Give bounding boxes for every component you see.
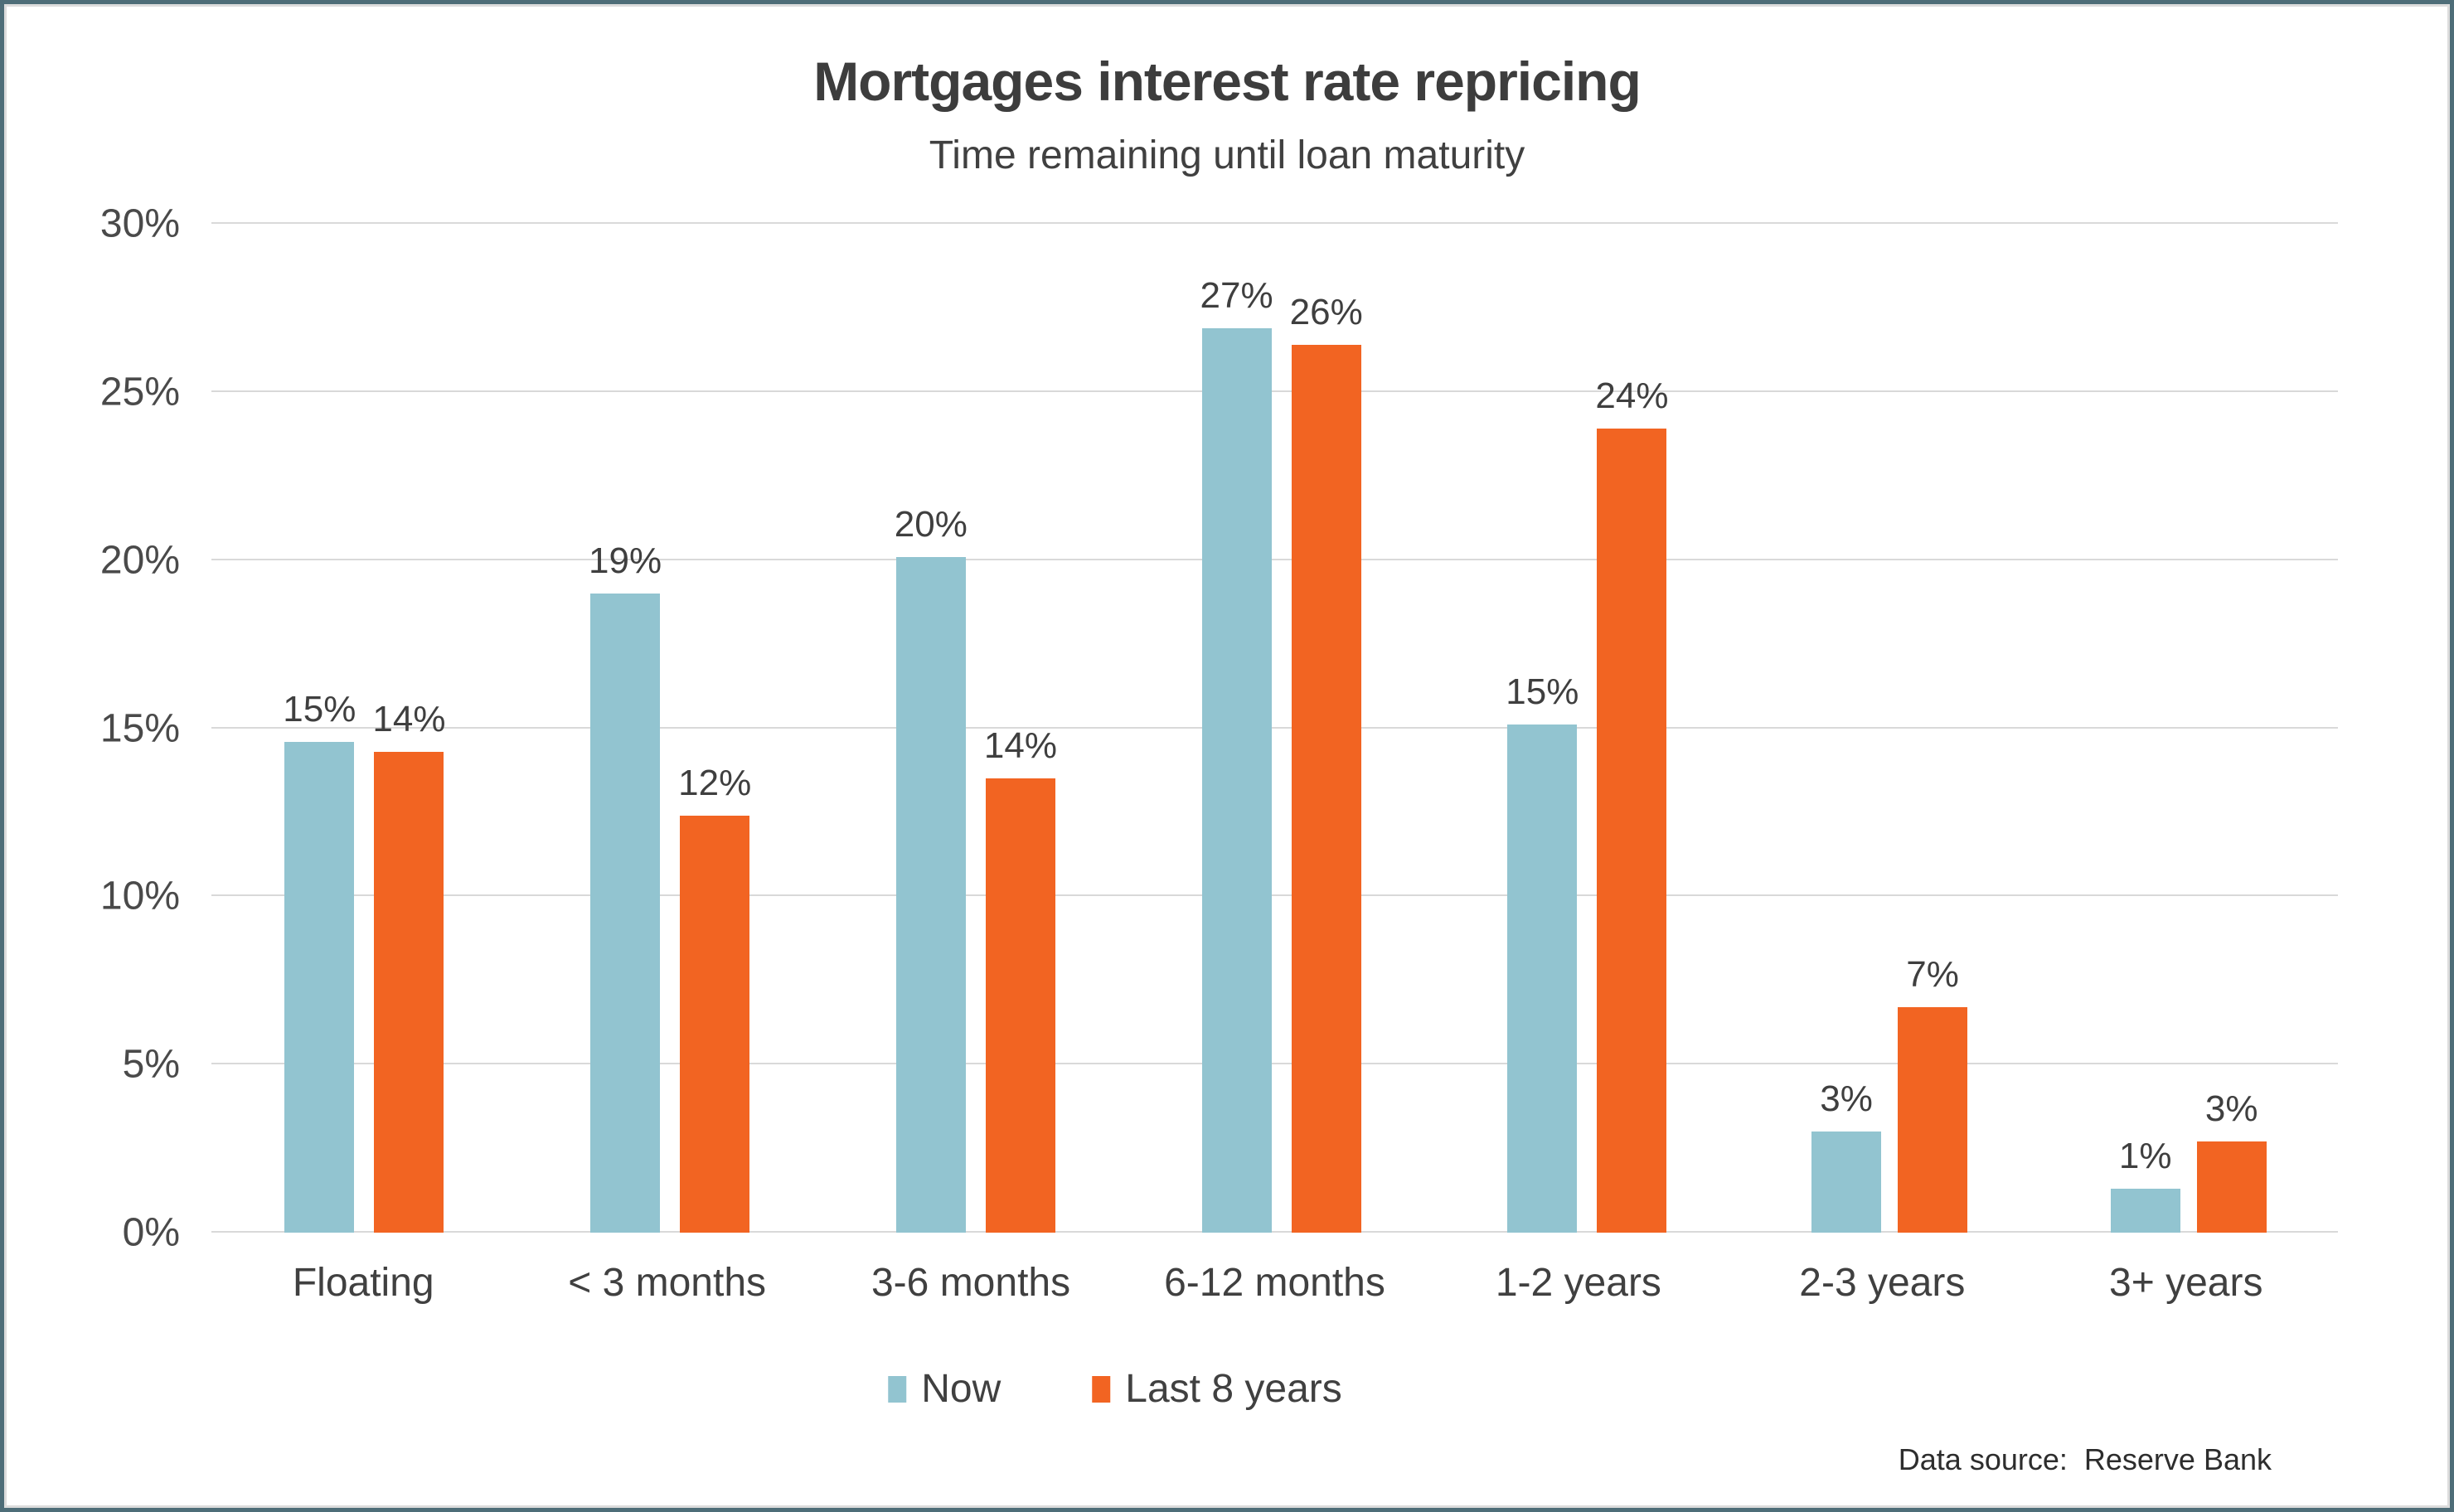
y-axis-tick-label: 15% (99, 706, 180, 750)
gridline-5% (211, 1063, 2338, 1065)
bar-value-label: 7% (1906, 954, 1959, 996)
bar-value-label: 26% (1289, 292, 1363, 333)
gridline-20% (211, 558, 2338, 560)
bar-value-label: 24% (1595, 376, 1669, 417)
x-axis-labels: Floating < 3 months 3-6 months 6-12 months 1… (211, 1260, 2338, 1306)
legend-item-now: Now (888, 1366, 1001, 1412)
y-axis-tick-label: 20% (99, 538, 180, 583)
bar-column: 7% (1898, 224, 1968, 1233)
bar-column: 27% (1200, 224, 1273, 1233)
gridline-0% (211, 1231, 2338, 1233)
legend: Now Last 8 years (888, 1366, 1342, 1412)
bar-now-3+ years (2110, 1189, 2180, 1233)
bar-now-< 3 months (590, 594, 661, 1233)
data-source: Data source: Reserve Bank (1898, 1442, 2272, 1476)
bar-group-3-6 months: 20% 14% (895, 224, 1057, 1233)
bar-column: 3% (2196, 224, 2267, 1233)
bar-group-3+ years: 1% 3% (2110, 224, 2267, 1233)
bar-last-8-years-Floating (374, 751, 444, 1233)
bar-now-Floating (284, 741, 355, 1233)
bar-value-label: 27% (1200, 274, 1273, 316)
legend-swatch-last-8-years-icon (1092, 1375, 1111, 1403)
y-axis-tick-label: 25% (99, 370, 180, 414)
bar-column: 26% (1290, 224, 1363, 1233)
gridline-30% (211, 222, 2338, 224)
gridline-25% (211, 390, 2338, 392)
legend-item-last-8-years: Last 8 years (1092, 1366, 1342, 1412)
bar-column: 19% (589, 224, 662, 1233)
bar-column: 20% (895, 224, 968, 1233)
bar-column: 3% (1811, 224, 1882, 1233)
bar-group-Floating: 15% 14% (283, 224, 445, 1233)
x-axis-label-1-2 years: 1-2 years (1495, 1261, 1661, 1305)
y-axis-tick-label: 0% (122, 1210, 180, 1255)
x-axis-label-2-3 years: 2-3 years (1799, 1261, 1966, 1305)
bar-column: 24% (1595, 224, 1668, 1233)
bar-now-3-6 months (895, 556, 966, 1233)
x-axis-label-< 3 months: < 3 months (568, 1261, 767, 1305)
bar-last-8-years-6-12 months (1291, 345, 1361, 1233)
bar-value-label: 15% (1506, 671, 1579, 713)
plot-area: 15% 14% 19% 12% 20% 14% 27% 26% 15% 24% 3% 7% 1% 3% 0… (100, 202, 2338, 1255)
bar-column: 15% (283, 224, 356, 1233)
bar-group-2-3 years: 3% 7% (1811, 224, 1968, 1233)
bar-value-label: 3% (2204, 1088, 2258, 1130)
x-axis-label-6-12 months: 6-12 months (1164, 1261, 1385, 1305)
bar-group-1-2 years: 15% 24% (1506, 224, 1668, 1233)
bar-column: 14% (372, 224, 445, 1233)
legend-label-last-8-years: Last 8 years (1125, 1367, 1342, 1411)
bar-value-label: 1% (2118, 1136, 2172, 1177)
bar-value-label: 15% (283, 688, 356, 729)
bar-groups: 15% 14% 19% 12% 20% 14% 27% 26% 15% 24% 3% 7% 1% 3% (211, 224, 2338, 1233)
bar-column: 15% (1506, 224, 1579, 1233)
bar-last-8-years-2-3 years (1898, 1007, 1968, 1233)
bar-value-label: 14% (983, 725, 1057, 767)
bar-column: 14% (984, 224, 1057, 1233)
bar-group-6-12 months: 27% 26% (1200, 224, 1363, 1233)
legend-label-now: Now (921, 1367, 1001, 1411)
x-axis-label-Floating: Floating (292, 1261, 434, 1305)
y-axis-tick-label: 30% (99, 201, 180, 246)
x-axis-label-3-6 months: 3-6 months (871, 1261, 1071, 1305)
bar-last-8-years-3+ years (2196, 1141, 2267, 1233)
legend-swatch-now-icon (888, 1375, 907, 1403)
bar-value-label: 19% (589, 540, 662, 582)
y-axis-tick-label: 5% (122, 1042, 180, 1087)
x-axis-label-3+ years: 3+ years (2109, 1261, 2263, 1305)
gridline-10% (211, 894, 2338, 897)
bar-now-2-3 years (1811, 1132, 1882, 1233)
bar-column: 12% (678, 224, 751, 1233)
bar-last-8-years-1-2 years (1597, 429, 1667, 1233)
y-axis-tick-label: 10% (99, 874, 180, 918)
bar-now-6-12 months (1201, 327, 1272, 1233)
chart-subtitle: Time remaining until loan maturity (929, 133, 1525, 177)
bar-value-label: 12% (678, 762, 752, 803)
bar-group-< 3 months: 19% 12% (589, 224, 751, 1233)
bar-last-8-years-3-6 months (985, 778, 1055, 1233)
bar-column: 1% (2110, 224, 2180, 1233)
chart-title: Mortgages interest rate repricing (813, 51, 1642, 112)
bar-value-label: 20% (894, 503, 968, 545)
bar-now-1-2 years (1507, 724, 1578, 1233)
bar-value-label: 3% (1820, 1078, 1873, 1120)
bar-value-label: 14% (372, 698, 446, 739)
gridline-15% (211, 726, 2338, 729)
bar-last-8-years-< 3 months (680, 815, 750, 1233)
